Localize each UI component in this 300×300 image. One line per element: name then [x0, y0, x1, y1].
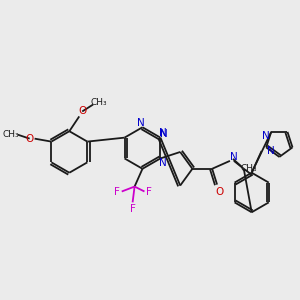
Text: O: O — [215, 187, 223, 196]
Text: F: F — [114, 187, 120, 196]
Text: N: N — [230, 152, 238, 162]
Text: F: F — [146, 187, 152, 196]
Text: F: F — [130, 204, 136, 214]
Text: O: O — [26, 134, 34, 144]
Text: N: N — [136, 118, 144, 128]
Text: CH₃: CH₃ — [240, 164, 257, 173]
Text: N: N — [160, 129, 167, 139]
Text: N: N — [159, 158, 166, 168]
Text: N: N — [159, 128, 166, 138]
Text: N: N — [262, 131, 270, 141]
Text: CH₃: CH₃ — [3, 130, 19, 139]
Text: CH₃: CH₃ — [91, 98, 107, 107]
Text: O: O — [78, 106, 86, 116]
Text: N: N — [267, 146, 275, 156]
